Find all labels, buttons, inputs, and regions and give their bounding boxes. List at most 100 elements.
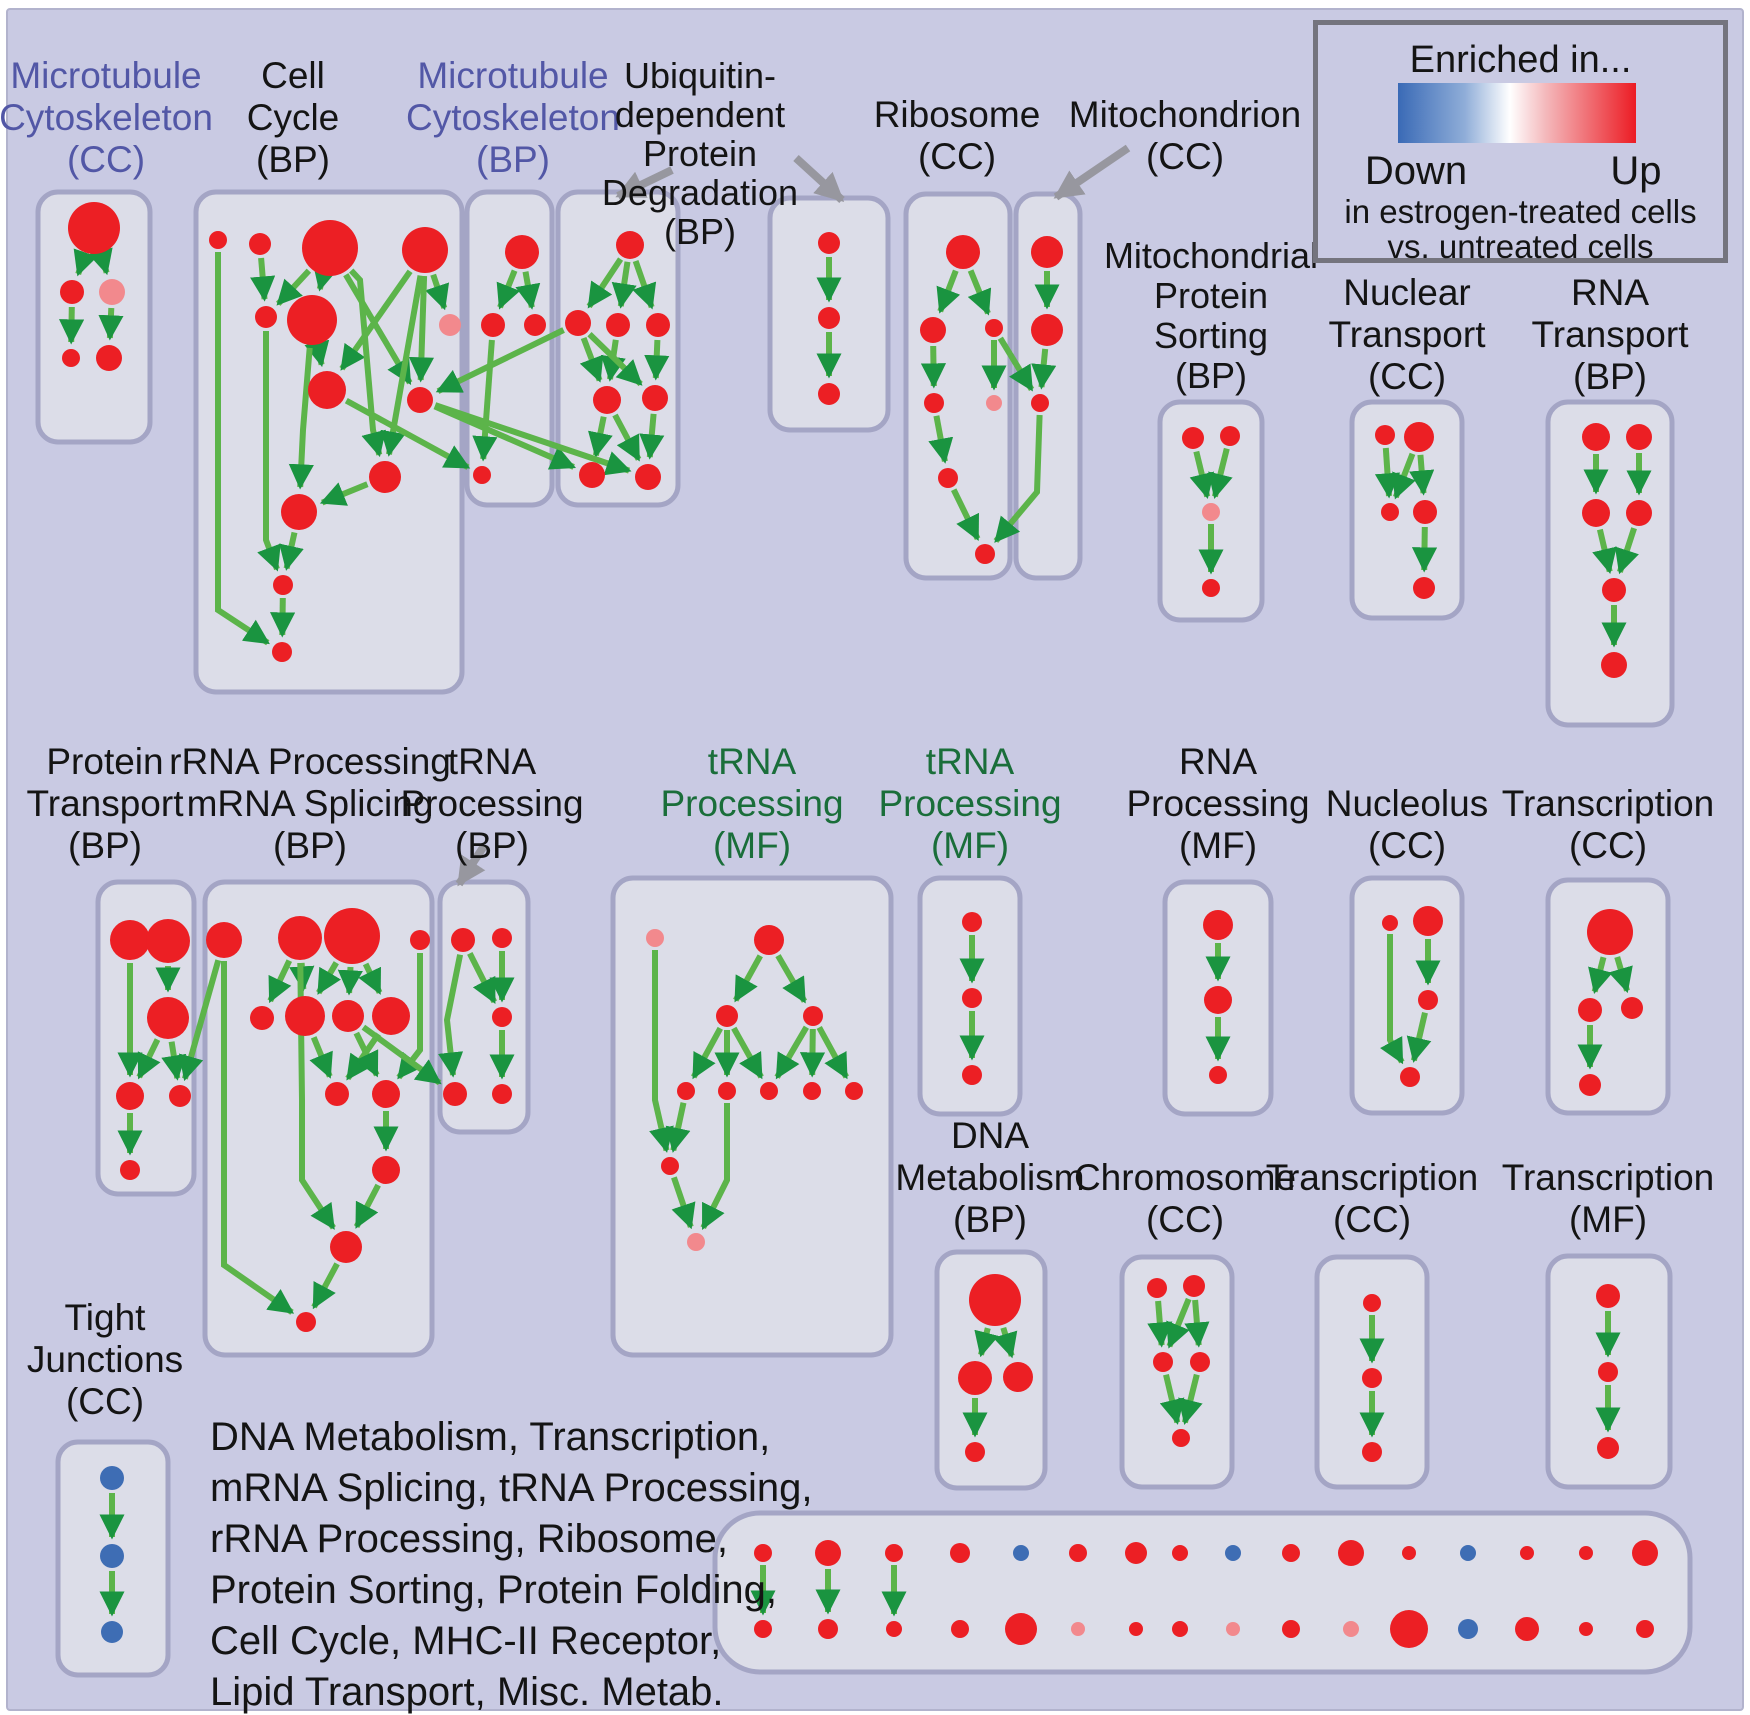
nuclear-transport-node-red bbox=[1413, 577, 1435, 599]
rna-transport-node-red bbox=[1582, 499, 1610, 527]
tight-junctions-label: Junctions bbox=[27, 1339, 183, 1380]
cell-cycle-edge bbox=[279, 531, 304, 571]
trna-processing-mf-2-node-red bbox=[962, 1065, 982, 1085]
cell-cycle-node-red bbox=[281, 494, 317, 530]
ribosome-cc-node-red bbox=[938, 468, 958, 488]
nuclear-transport-node-red bbox=[1375, 425, 1395, 445]
trna-processing-mf-2-node-red bbox=[962, 912, 982, 932]
misc-text-line: Lipid Transport, Misc. Metab. bbox=[210, 1670, 724, 1714]
misc-text-line: mRNA Splicing, tRNA Processing, bbox=[210, 1466, 813, 1510]
rrna-processing-mrna-splicing-node-red bbox=[250, 1006, 274, 1030]
chromosome-cc-node-red bbox=[1153, 1352, 1173, 1372]
ubiquitin-degradation-node-red bbox=[635, 464, 661, 490]
ubiquitin-degradation-label: Ubiquitin- bbox=[624, 55, 776, 96]
microtubule-bp-edge bbox=[496, 269, 521, 310]
dna-metabolism-node-red bbox=[965, 1442, 985, 1462]
cell-cycle-edge bbox=[257, 331, 281, 572]
ubiquitin-degradation-label: Protein bbox=[643, 133, 757, 174]
legend-title: Enriched in... bbox=[1409, 39, 1632, 81]
rrna-processing-mrna-splicing-node-red bbox=[410, 930, 430, 950]
trna-processing-mf-1-edge bbox=[700, 1103, 730, 1230]
trna-processing-mf-1-label: (MF) bbox=[713, 825, 791, 866]
rrna-processing-mrna-splicing-node-red bbox=[285, 996, 325, 1036]
trna-processing-mf-1-box bbox=[610, 875, 894, 1358]
cell-cycle-edge bbox=[250, 257, 276, 302]
transcription-cc-mid-edge bbox=[1588, 956, 1613, 995]
misc-cluster-strip-node-red bbox=[1579, 1546, 1593, 1560]
nucleolus-cc-label: (CC) bbox=[1368, 825, 1446, 866]
nucleolus-cc-label: Nucleolus bbox=[1326, 783, 1488, 824]
misc-cluster-strip-node-red bbox=[1172, 1545, 1188, 1561]
cross-cluster-edge bbox=[997, 336, 1035, 392]
legend-up-label: Up bbox=[1610, 149, 1662, 193]
trna-processing-mf-1-edge bbox=[816, 1025, 849, 1080]
mitochondrion-cc-label: (CC) bbox=[1146, 136, 1224, 177]
trna-processing-mf-2-label: (MF) bbox=[931, 825, 1009, 866]
ubiquitin-degradation-edge bbox=[579, 336, 604, 383]
nuclear-transport-node-red bbox=[1381, 503, 1399, 521]
mitochondrion-cc-node-red bbox=[1031, 394, 1049, 412]
ubiquitin-degradation-edge bbox=[587, 332, 643, 387]
ubiquitin-degradation-label: Degradation bbox=[602, 172, 798, 213]
ribosome-cc-edge bbox=[928, 415, 954, 464]
cell-cycle-node-pink bbox=[439, 314, 461, 336]
misc-cluster-strip-node-pink bbox=[1226, 1622, 1240, 1636]
transcription-cc-mid-node-red bbox=[1579, 1074, 1601, 1096]
chromosome-cc-node-red bbox=[1183, 1275, 1205, 1297]
cell-cycle-edge bbox=[408, 275, 435, 383]
microtubule-bp-label: Cytoskeleton bbox=[406, 97, 620, 138]
mitochondrion-cc-node-red bbox=[1031, 314, 1063, 346]
tight-junctions-node-blue bbox=[100, 1466, 124, 1490]
protein-transport-node-red bbox=[110, 920, 150, 960]
dna-metabolism-node-red bbox=[1003, 1362, 1033, 1392]
transcription-mf-node-red bbox=[1598, 1362, 1618, 1382]
rna-processing-mf-label: (MF) bbox=[1179, 825, 1257, 866]
misc-cluster-strip-node-red bbox=[1579, 1622, 1593, 1636]
rrna-processing-mrna-splicing-edge bbox=[337, 966, 363, 996]
misc-cluster-strip-node-red bbox=[951, 1620, 969, 1638]
ubiquitin-degradation-label: dependent bbox=[615, 94, 785, 135]
misc-cluster-strip-node-red bbox=[1338, 1540, 1364, 1566]
misc-cluster-strip-node-red bbox=[1129, 1622, 1143, 1636]
dna-metabolism-label: Metabolism bbox=[895, 1157, 1084, 1198]
rna-processing-mf-label: RNA bbox=[1179, 741, 1257, 782]
dna-metabolism-node-red bbox=[958, 1361, 992, 1395]
misc-cluster-strip-node-red bbox=[1632, 1540, 1658, 1566]
misc-cluster-strip-node-red bbox=[1520, 1546, 1534, 1560]
tight-junctions-label: Tight bbox=[65, 1297, 147, 1338]
trna-processing-mf-1-label: tRNA bbox=[708, 741, 797, 782]
misc-cluster-strip-node-red bbox=[1636, 1620, 1654, 1638]
trna-processing-bp-node-red bbox=[451, 928, 475, 952]
transcription-cc-mid-edge bbox=[1608, 956, 1633, 994]
microtubule-cc-label: (CC) bbox=[67, 139, 145, 180]
trna-processing-mf-1-label: Processing bbox=[660, 783, 843, 824]
rrna-processing-mrna-splicing-node-red bbox=[278, 916, 322, 960]
protein-transport-node-red bbox=[147, 997, 189, 1039]
protein-transport-label: (BP) bbox=[68, 825, 142, 866]
ubiquitin-degradation-edge bbox=[612, 413, 642, 462]
ubiquitin-degradation-2-node-red bbox=[818, 232, 840, 254]
cell-cycle-node-red bbox=[255, 306, 277, 328]
rrna-processing-mrna-splicing-node-red bbox=[296, 1312, 316, 1332]
misc-cluster-strip-node-red bbox=[1402, 1546, 1416, 1560]
cell-cycle-edge bbox=[288, 347, 314, 490]
trna-processing-bp-node-red bbox=[443, 1082, 467, 1106]
rrna-processing-mrna-splicing-edge bbox=[311, 1262, 340, 1310]
trna-processing-mf-1-node-red bbox=[845, 1082, 863, 1100]
cross-cluster-edge bbox=[361, 1024, 442, 1086]
microtubule-cc-edge bbox=[98, 307, 124, 341]
rna-transport-label: (BP) bbox=[1573, 356, 1647, 397]
dna-metabolism-edge bbox=[993, 1326, 1018, 1359]
trna-processing-mf-1-edge bbox=[665, 1102, 691, 1153]
protein-transport-node-red bbox=[169, 1085, 191, 1107]
rna-transport-node-red bbox=[1626, 500, 1652, 526]
ubiquitin-degradation-2-node-red bbox=[818, 307, 840, 329]
label-pointer-arrow bbox=[455, 843, 488, 887]
microtubule-bp-node-red bbox=[473, 466, 491, 484]
chromosome-cc-edge bbox=[1178, 1373, 1203, 1425]
rrna-processing-mrna-splicing-edge bbox=[309, 1036, 333, 1079]
chromosome-cc-node-red bbox=[1190, 1352, 1210, 1372]
cell-cycle-node-red bbox=[302, 220, 358, 276]
microtubule-bp-label: Microtubule bbox=[417, 55, 608, 96]
